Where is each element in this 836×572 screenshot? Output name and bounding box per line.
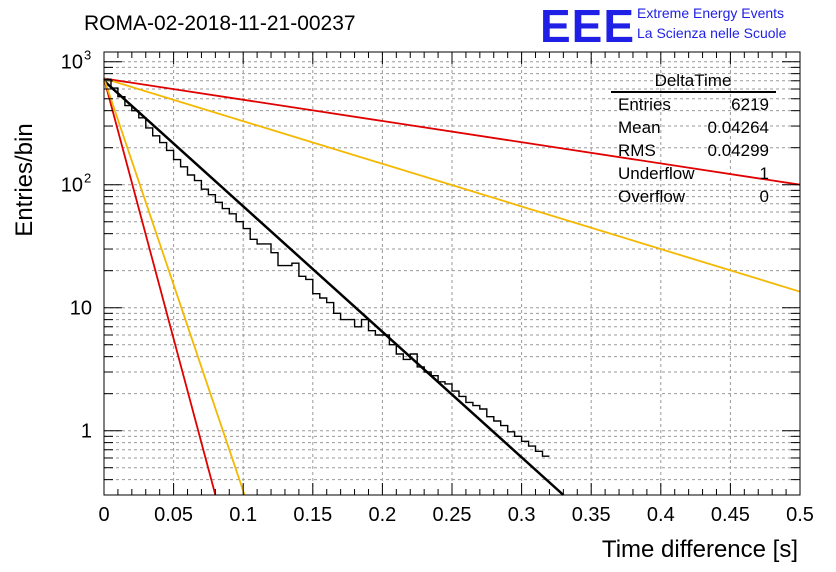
x-tick-labels: 0 0.05 0.1 0.15 0.2 0.25 0.3 0.35 0.4 0.45 0.5	[98, 504, 813, 526]
logo-line-2: La Scienza nelle Scuole	[637, 25, 787, 41]
x-tick-label: 0.2	[368, 504, 396, 526]
stats-value-mean: 0.04264	[708, 118, 769, 137]
stats-box-title: DeltaTime	[655, 71, 732, 90]
stats-label-rms: RMS	[618, 141, 656, 160]
axis-ticks	[103, 52, 801, 496]
x-tick-label: 0.45	[711, 504, 750, 526]
histogram-step-line	[104, 78, 550, 457]
stats-value-overflow: 0	[760, 187, 769, 206]
x-tick-label: 0.4	[647, 504, 675, 526]
grid	[103, 52, 801, 496]
y-tick-label: 1	[81, 421, 92, 443]
y-tick-label: 10	[61, 52, 83, 74]
y-tick-label: 10	[61, 175, 83, 197]
stats-label-underflow: Underflow	[618, 164, 695, 183]
logo-line-1: Extreme Energy Events	[637, 5, 784, 21]
stats-value-entries: 6219	[731, 95, 769, 114]
y-tick-exponent: 3	[84, 48, 91, 63]
fit-curve	[103, 77, 801, 186]
x-tick-label: 0.1	[229, 504, 257, 526]
stats-label-mean: Mean	[618, 118, 661, 137]
stats-box: DeltaTime Entries 6219 Mean 0.04264 RMS …	[611, 71, 776, 206]
stats-value-rms: 0.04299	[708, 141, 769, 160]
x-tick-label: 0.15	[293, 504, 332, 526]
x-tick-label: 0.25	[433, 504, 472, 526]
fit-curve	[103, 77, 801, 293]
y-tick-label: 10	[70, 298, 92, 320]
x-tick-label: 0.35	[572, 504, 611, 526]
stats-label-entries: Entries	[618, 95, 671, 114]
fit-curve	[103, 78, 246, 496]
fit-curve	[103, 78, 217, 496]
stats-label-overflow: Overflow	[618, 187, 686, 206]
histogram	[104, 78, 550, 457]
run-title: ROMA-02-2018-11-21-00237	[84, 12, 356, 35]
x-tick-label: 0	[98, 504, 109, 526]
stats-value-underflow: 1	[760, 164, 769, 183]
eee-logo-icon: EEE	[540, 0, 635, 52]
fit-curve	[103, 79, 565, 496]
fit-curves	[103, 77, 801, 496]
x-tick-label: 0.05	[154, 504, 193, 526]
y-axis-title: Entries/bin	[11, 123, 38, 236]
x-axis-title: Time difference [s]	[602, 536, 798, 563]
x-tick-label: 0.5	[786, 504, 814, 526]
y-tick-exponent: 2	[84, 171, 91, 186]
x-tick-label: 0.3	[508, 504, 536, 526]
